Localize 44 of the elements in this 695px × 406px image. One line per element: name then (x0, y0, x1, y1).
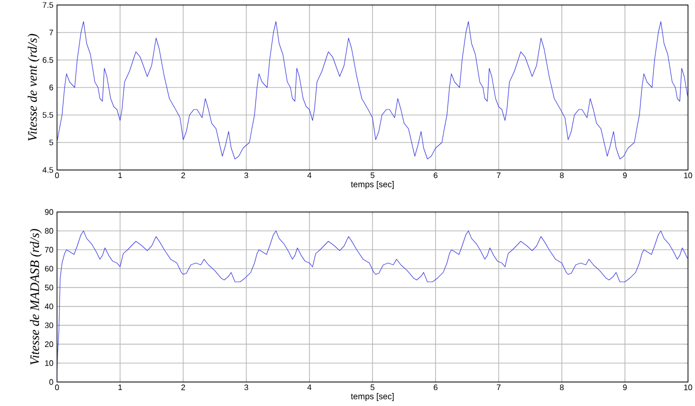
line-series (57, 21, 688, 160)
x-tick-label: 8 (560, 172, 564, 178)
x-tick-label: 10 (684, 384, 692, 390)
x-tick-label: 3 (244, 172, 248, 178)
y-tick-label: 50 (44, 284, 54, 290)
y-tick-label: 70 (44, 246, 54, 253)
x-tick-label: 6 (434, 172, 438, 178)
x-tick-label: 4 (307, 172, 312, 178)
y-tick-label: 6.5 (42, 57, 54, 63)
x-tick-label: 10 (684, 172, 692, 178)
y-tick-label: 5 (49, 140, 54, 146)
y-tick-label: 4.5 (42, 167, 54, 173)
y-tick-label: 20 (44, 341, 54, 348)
y-tick-label: 60 (44, 266, 54, 272)
x-tick-label: 9 (623, 172, 627, 178)
y-tick-label: 40 (44, 304, 54, 310)
y-tick-label: 7.5 (42, 2, 54, 8)
x-tick-label: 7 (496, 172, 501, 178)
x-tick-label: 6 (434, 384, 438, 390)
y-tick-label: 5.5 (42, 112, 54, 118)
x-tick-label: 1 (118, 384, 122, 390)
x-tick-label: 2 (181, 384, 186, 390)
x-tick-label: 4 (307, 384, 312, 390)
x-tick-label: 0 (55, 172, 59, 178)
y-tick-label: 10 (45, 360, 54, 366)
y-axis-title: Vitesse de MADASB (rd/s) (30, 228, 42, 365)
x-tick-label: 8 (560, 384, 564, 390)
x-axis-title: temps [sec] (350, 393, 394, 401)
y-tick-label: 30 (44, 322, 54, 328)
y-tick-label: 80 (44, 228, 54, 234)
x-tick-label: 9 (623, 384, 627, 390)
y-tick-label: 90 (44, 209, 54, 215)
x-tick-label: 0 (55, 384, 59, 390)
x-tick-label: 3 (244, 384, 248, 390)
y-axis-title: Vitesse de vent (rd/s) (28, 34, 40, 141)
x-tick-label: 5 (370, 384, 374, 390)
x-tick-label: 1 (118, 172, 122, 178)
y-tick-label: 6 (49, 84, 54, 90)
x-axis-title: temps [sec] (350, 181, 394, 189)
x-tick-label: 5 (370, 172, 374, 178)
x-tick-label: 7 (496, 384, 501, 390)
y-tick-label: 7 (49, 30, 54, 36)
x-tick-label: 2 (181, 172, 186, 178)
y-tick-label: 0 (49, 379, 54, 385)
